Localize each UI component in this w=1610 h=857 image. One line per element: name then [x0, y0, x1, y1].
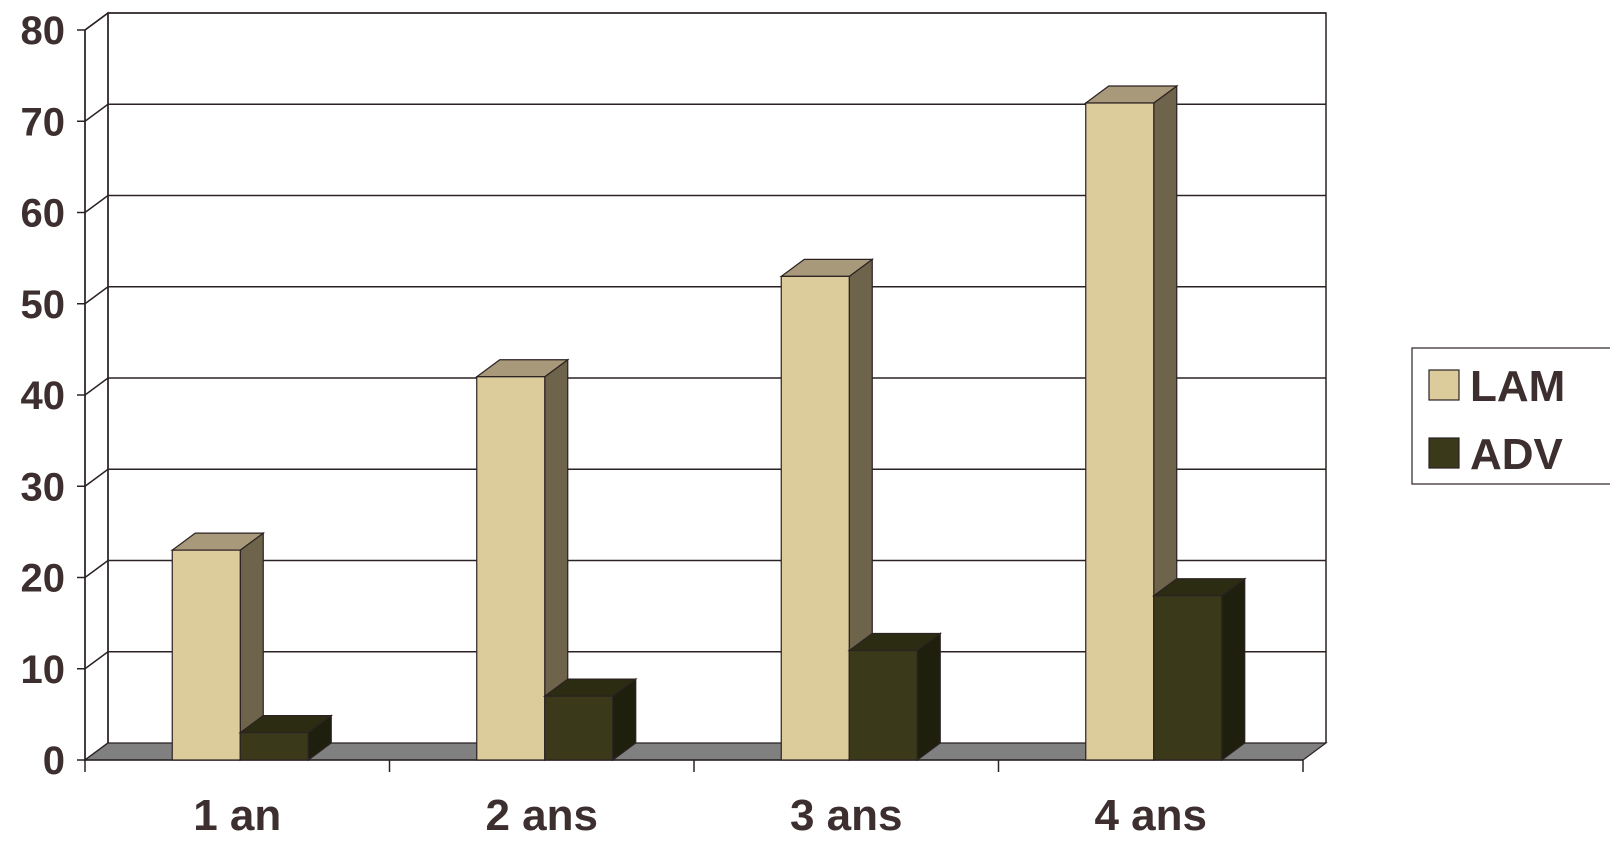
y-axis	[77, 29, 86, 761]
bar-front	[1153, 595, 1223, 761]
gridline	[84, 468, 1326, 487]
x-tick-label: 3 ans	[790, 791, 903, 840]
y-tick-label: 50	[21, 283, 66, 327]
y-tick-label: 70	[21, 100, 66, 144]
y-tick-label: 0	[43, 739, 65, 783]
bar-adv	[1151, 577, 1247, 762]
x-tick-labels: 1 an 2 ans 3 ans 4 ans	[193, 791, 1207, 840]
bar-side	[916, 632, 941, 762]
legend-label: ADV	[1470, 430, 1564, 479]
x-tick-label: 1 an	[193, 791, 281, 840]
gridline	[84, 103, 1326, 122]
bar-lam	[779, 258, 875, 762]
legend-swatch	[1428, 369, 1460, 401]
gridline	[84, 12, 1326, 31]
legend: LAM ADV	[1411, 347, 1610, 485]
bar-lam	[474, 358, 570, 762]
bar-front	[544, 695, 614, 761]
bar-lam	[170, 531, 266, 762]
x-axis	[84, 759, 1304, 772]
bar-side	[1221, 577, 1246, 762]
legend-label: LAM	[1470, 362, 1565, 411]
bar-front	[239, 732, 309, 761]
gridline	[84, 377, 1326, 396]
bar-adv	[847, 632, 943, 762]
y-tick-label: 80	[21, 9, 66, 53]
x-tick-label: 2 ans	[485, 791, 598, 840]
bar-adv	[238, 714, 334, 762]
y-tick-label: 10	[21, 648, 66, 692]
bar-front	[171, 549, 241, 761]
legend-swatch	[1428, 437, 1460, 469]
y-tick-labels: 0 10 20 30 40 50 60 70 80	[21, 9, 66, 783]
bar-front	[1085, 102, 1155, 761]
gridline	[84, 286, 1326, 305]
y-tick-label: 20	[21, 557, 66, 601]
bars	[170, 84, 1247, 762]
y-tick-label: 60	[21, 192, 66, 236]
bar-front	[848, 649, 918, 761]
bar-front	[780, 275, 850, 761]
x-tick-label: 4 ans	[1094, 791, 1207, 840]
y-tick-label: 30	[21, 465, 66, 509]
y-tick-label: 40	[21, 374, 66, 418]
gridline	[84, 194, 1326, 214]
bar-front	[476, 376, 546, 761]
gridline	[84, 559, 1326, 579]
bar-adv	[542, 677, 638, 762]
